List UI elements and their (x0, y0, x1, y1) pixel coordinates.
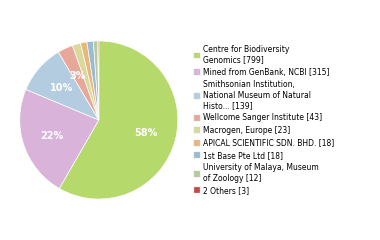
Wedge shape (98, 41, 99, 120)
Wedge shape (93, 41, 99, 120)
Text: 22%: 22% (41, 131, 64, 141)
Text: 10%: 10% (50, 83, 73, 93)
Text: 3%: 3% (70, 71, 86, 81)
Wedge shape (59, 45, 99, 120)
Wedge shape (73, 43, 99, 120)
Legend: Centre for Biodiversity
Genomics [799], Mined from GenBank, NCBI [315], Smithson: Centre for Biodiversity Genomics [799], … (194, 45, 334, 195)
Text: 58%: 58% (135, 128, 158, 138)
Wedge shape (81, 42, 99, 120)
Wedge shape (87, 41, 99, 120)
Wedge shape (20, 90, 99, 188)
Wedge shape (26, 52, 99, 120)
Wedge shape (59, 41, 178, 199)
